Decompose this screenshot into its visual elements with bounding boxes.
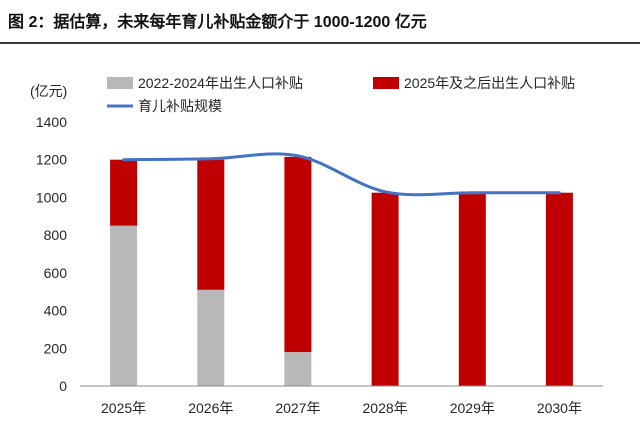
y-tick-label: 800 — [44, 227, 68, 243]
series-line-total — [122, 152, 561, 197]
legend-label-prior-births: 2022-2024年出生人口补贴 — [138, 75, 303, 91]
legend-label-total: 育儿补贴规模 — [138, 98, 222, 114]
bar-prior-births-2 — [284, 352, 312, 386]
bar-prior-births-1 — [197, 289, 225, 386]
y-tick-label: 1400 — [36, 114, 67, 130]
bar-new-births-5 — [545, 192, 573, 386]
x-axis: 2025年 2026年 2027年 2028年 2029年 2030年 — [101, 400, 582, 416]
y-tick-label: 1000 — [36, 189, 67, 205]
y-tick-label: 1200 — [36, 152, 67, 168]
x-tick-label: 2029年 — [450, 400, 495, 416]
legend-swatch-new-births — [373, 77, 399, 89]
bar-new-births-1 — [197, 159, 225, 290]
x-tick-label: 2027年 — [275, 400, 320, 416]
figure-title: 图 2：据估算，未来每年育儿补贴金额介于 1000-1200 亿元 — [8, 14, 427, 31]
y-tick-label: 600 — [44, 265, 68, 281]
bar-new-births-2 — [284, 156, 312, 353]
y-axis-label: (亿元) — [30, 83, 67, 99]
legend: 2022-2024年出生人口补贴 2025年及之后出生人口补贴 育儿补贴规模 — [107, 75, 575, 114]
y-axis: 0 200 400 600 800 1000 1200 1400 — [36, 114, 67, 394]
y-tick-label: 400 — [44, 303, 68, 319]
legend-swatch-prior-births — [107, 77, 133, 89]
x-tick-label: 2026年 — [188, 400, 233, 416]
x-tick-label: 2025年 — [101, 400, 146, 416]
legend-label-new-births: 2025年及之后出生人口补贴 — [404, 75, 575, 91]
bar-marks — [110, 156, 573, 386]
x-tick-label: 2028年 — [363, 400, 408, 416]
title-divider — [0, 42, 640, 44]
x-tick-label: 2030年 — [537, 400, 582, 416]
bar-new-births-3 — [371, 192, 399, 386]
bar-new-births-0 — [110, 159, 138, 226]
bar-prior-births-0 — [110, 225, 138, 386]
y-tick-label: 200 — [44, 340, 68, 356]
y-tick-label: 0 — [59, 378, 67, 394]
bar-new-births-4 — [458, 192, 486, 386]
